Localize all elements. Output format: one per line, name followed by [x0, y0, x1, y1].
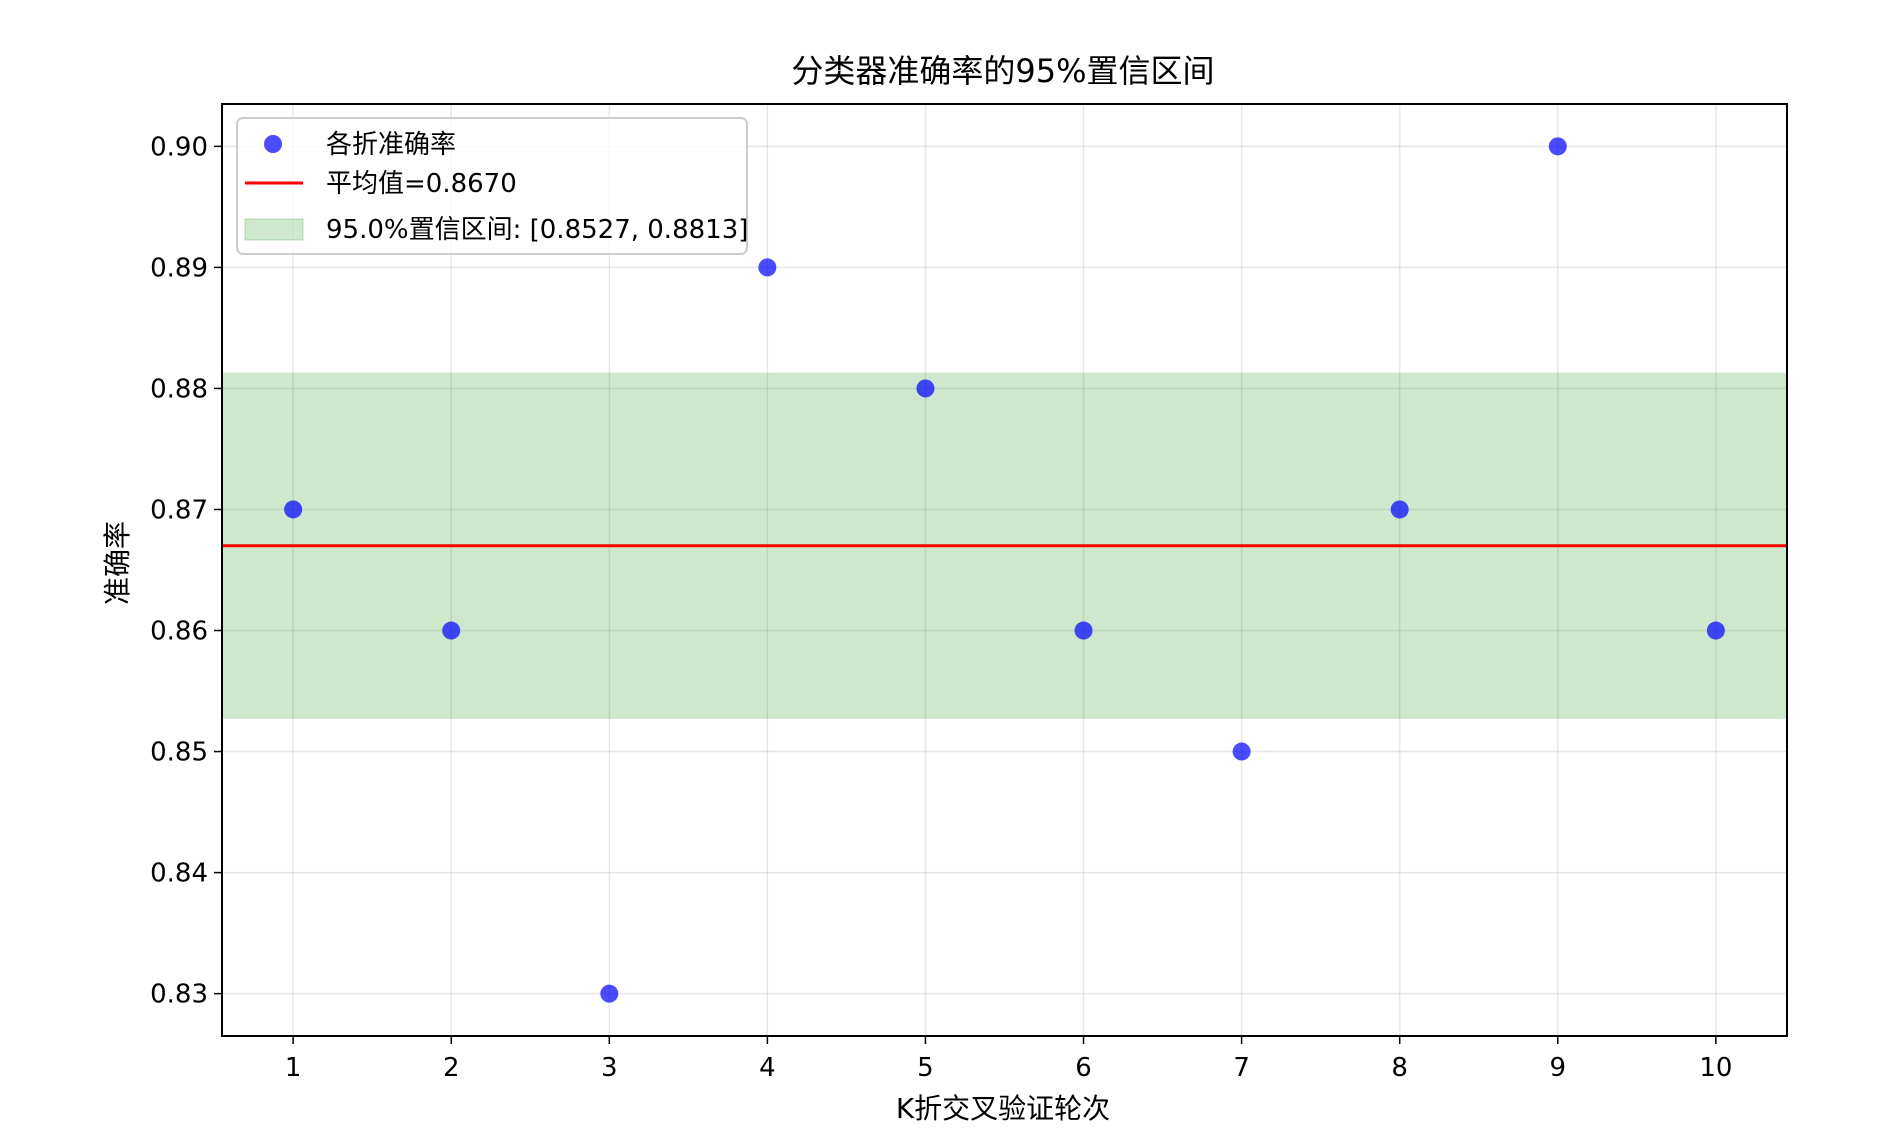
y-axis-title: 准确率 — [101, 521, 134, 605]
plot-frame — [221, 103, 1788, 1037]
data-point — [1548, 137, 1567, 156]
y-tick-label: 0.85 — [150, 738, 208, 768]
legend-marker-points — [264, 135, 282, 153]
x-axis-title: K折交叉验证轮次 — [896, 1092, 1110, 1125]
data-point — [916, 379, 935, 398]
y-tick-label: 0.89 — [150, 253, 208, 283]
legend-label-points: 各折准确率 — [326, 130, 456, 160]
y-tick-label: 0.83 — [150, 980, 208, 1010]
y-tick-label: 0.87 — [150, 495, 208, 525]
legend-marker-ci — [244, 218, 304, 241]
x-tick-label: 7 — [1233, 1053, 1250, 1083]
x-tick-layer: 1 2 3 4 5 6 7 8 9 10 — [285, 1036, 1732, 1083]
legend: 各折准确率 平均值=0.8670 95.0%置信区间: [0.8527, 0.8… — [236, 117, 748, 255]
y-tick-label: 0.84 — [150, 859, 208, 889]
y-tick-label: 0.88 — [150, 374, 208, 404]
data-point — [1706, 621, 1725, 640]
data-point — [284, 500, 303, 519]
data-point — [758, 258, 777, 277]
y-tick-label: 0.86 — [150, 617, 208, 647]
x-tick-label: 9 — [1550, 1053, 1567, 1083]
x-tick-label: 4 — [759, 1053, 776, 1083]
legend-label-mean: 平均值=0.8670 — [326, 169, 517, 199]
x-tick-label: 1 — [285, 1053, 302, 1083]
data-point — [1390, 500, 1409, 519]
data-points-layer — [284, 137, 1725, 1003]
data-point — [1074, 621, 1093, 640]
y-tick-label: 0.90 — [150, 132, 208, 162]
data-point — [442, 621, 461, 640]
x-tick-label: 5 — [917, 1053, 934, 1083]
x-tick-label: 6 — [1075, 1053, 1092, 1083]
x-tick-label: 3 — [601, 1053, 618, 1083]
y-tick-layer: 0.83 0.84 0.85 0.86 0.87 0.88 0.89 0.90 — [150, 132, 222, 1010]
x-tick-label: 2 — [443, 1053, 460, 1083]
x-tick-label: 10 — [1699, 1053, 1732, 1083]
chart-title: 分类器准确率的95%置信区间 — [791, 52, 1214, 90]
grid-layer — [222, 104, 1787, 1036]
data-point — [1232, 742, 1251, 761]
legend-label-ci: 95.0%置信区间: [0.8527, 0.8813] — [326, 215, 748, 245]
data-point — [600, 984, 619, 1003]
x-tick-label: 8 — [1391, 1053, 1408, 1083]
legend-box — [236, 117, 748, 255]
